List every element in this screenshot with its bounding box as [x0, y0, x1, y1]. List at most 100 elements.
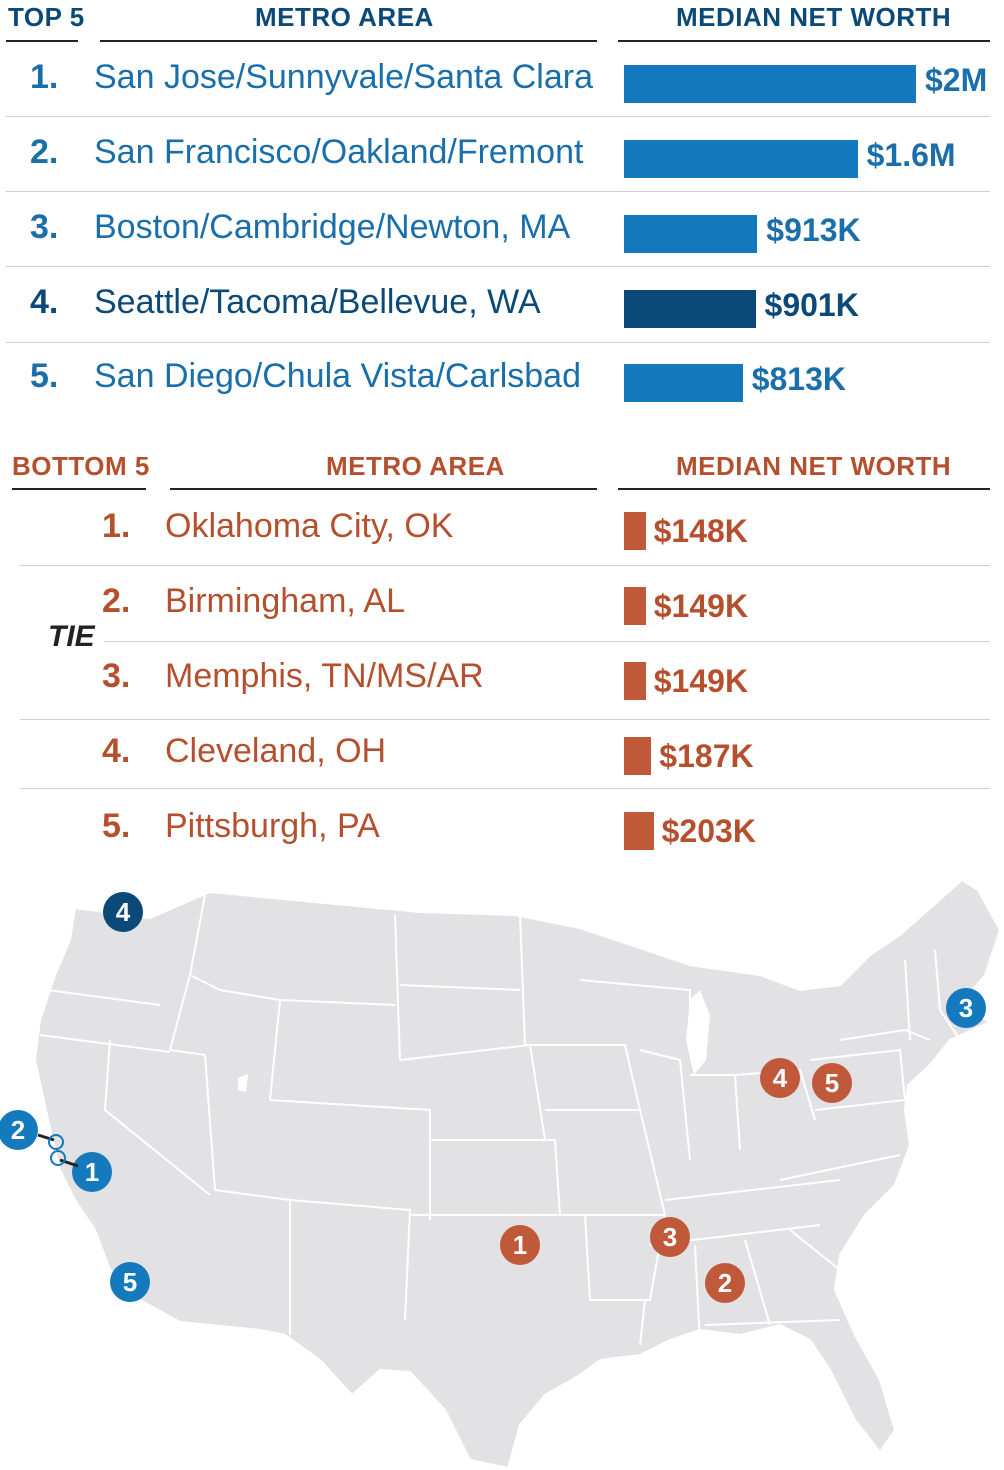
top-label-rule [6, 40, 78, 42]
border-wa-or [47, 989, 161, 1006]
bottom-bar [624, 512, 646, 550]
border-ga-fl [704, 1319, 841, 1326]
bottom-rank: 1. [102, 507, 131, 545]
map-marker-label: 5 [825, 1068, 839, 1098]
sj-leader-line [59, 1158, 79, 1168]
map-marker [103, 892, 143, 932]
top-value-label: $913K [766, 212, 861, 248]
top-bar [624, 65, 916, 103]
border-id-wy [269, 999, 281, 1101]
top-rank: 3. [30, 208, 59, 246]
bottom-row-separator [104, 641, 990, 642]
border-ms-al [694, 1244, 701, 1346]
map-marker-label: 4 [116, 897, 131, 927]
map-marker [760, 1058, 800, 1098]
bottom-metro-header: METRO AREA [326, 451, 505, 481]
top-value-label: $2M [925, 62, 988, 98]
bottom-bar [624, 662, 646, 700]
border-wi [579, 979, 691, 1050]
bottom-value-label: $149K [653, 588, 749, 624]
bottom-row-separator [20, 788, 990, 789]
top-value-header: MEDIAN NET WORTH [676, 2, 952, 32]
top-bar [624, 215, 758, 253]
border-mo [545, 1109, 666, 1216]
top-row-separator [6, 266, 990, 267]
top-value-rule [618, 40, 990, 42]
bottom-rank: 4. [102, 732, 131, 770]
top-rank: 2. [30, 133, 59, 171]
map-leaders [37, 1133, 79, 1168]
bottom-row-separator [20, 719, 990, 720]
bottom-metro-name: Oklahoma City, OK [165, 507, 454, 545]
border-ny [839, 1028, 931, 1041]
top-table-label: TOP 5 [8, 2, 85, 32]
state-borders [39, 894, 961, 1346]
top-rank: 5. [30, 357, 59, 395]
border-ks [430, 1139, 561, 1216]
bottom-metro-name: Pittsburgh, PA [165, 807, 380, 845]
map-marker [72, 1152, 112, 1192]
map-markers: 4 2 1 5 3 1 3 2 4 5 [0, 892, 986, 1303]
bottom-rank: 2. [102, 582, 131, 620]
top-value-label: $901K [764, 287, 859, 323]
bottom-value-rule [618, 488, 990, 490]
border-ia [525, 1044, 641, 1111]
map-marker [650, 1217, 690, 1257]
great-salt-lake [238, 1074, 248, 1092]
map-marker-label: 1 [85, 1157, 99, 1187]
top-value-label: $813K [751, 361, 846, 397]
bottom-bar [624, 812, 654, 850]
sj-locator-ring [50, 1150, 66, 1166]
top-bar [624, 364, 743, 402]
top-metro-header: METRO AREA [255, 2, 434, 32]
border-il [639, 1049, 691, 1161]
lake-michigan [686, 990, 710, 1075]
bottom-metro-name: Cleveland, OH [165, 732, 387, 770]
tie-label: TIE [48, 620, 95, 653]
map-marker [0, 1110, 38, 1150]
map-marker [812, 1063, 852, 1103]
top-rank: 4. [30, 283, 59, 321]
top-row-separator [6, 342, 990, 343]
border-mt-south [189, 974, 396, 1006]
border-ut-co [269, 1099, 431, 1220]
map-marker [946, 988, 986, 1028]
bottom-metro-name: Birmingham, AL [165, 582, 405, 620]
bottom-value-label: $203K [661, 813, 756, 849]
border-mn [519, 914, 526, 1046]
bottom-label-rule [12, 488, 146, 490]
bottom-bar [624, 587, 646, 625]
border-oh [734, 1068, 816, 1121]
map-marker [705, 1263, 745, 1303]
bottom-metro-rule [170, 488, 597, 490]
top-metro-name: San Diego/Chula Vista/Carlsbad [94, 357, 581, 395]
top-metro-name: Seattle/Tacoma/Bellevue, WA [94, 283, 541, 321]
bottom-bar [624, 737, 652, 775]
top-metro-rule [100, 40, 597, 42]
top-metro-name: San Jose/Sunnyvale/Santa Clara [94, 58, 593, 96]
bottom-value-label: $148K [653, 513, 748, 549]
bottom-table-label: BOTTOM 5 [12, 451, 150, 481]
bottom-value-header: MEDIAN NET WORTH [676, 451, 952, 481]
us-landmass [33, 878, 1002, 1470]
top-row-separator [6, 116, 990, 117]
border-nd-sd [394, 914, 401, 1061]
sf-leader-line [37, 1133, 55, 1142]
top-bar [624, 290, 756, 328]
border-ca-nv [103, 1039, 211, 1196]
map-marker-label: 5 [123, 1267, 137, 1297]
bottom-rank: 3. [102, 657, 131, 695]
bottom-row-separator [20, 565, 990, 566]
map-marker-label: 2 [11, 1115, 25, 1145]
border-nm-tx [289, 1199, 412, 1321]
border-pa [809, 1048, 907, 1111]
top-rank: 1. [30, 58, 59, 96]
bottom-value-label: $187K [659, 738, 754, 774]
sf-locator-ring [48, 1134, 64, 1150]
map-marker [500, 1225, 540, 1265]
top-bar [624, 140, 858, 178]
map-marker-label: 2 [718, 1268, 732, 1298]
top-row-separator [6, 191, 990, 192]
us-map-shape [33, 878, 1002, 1470]
